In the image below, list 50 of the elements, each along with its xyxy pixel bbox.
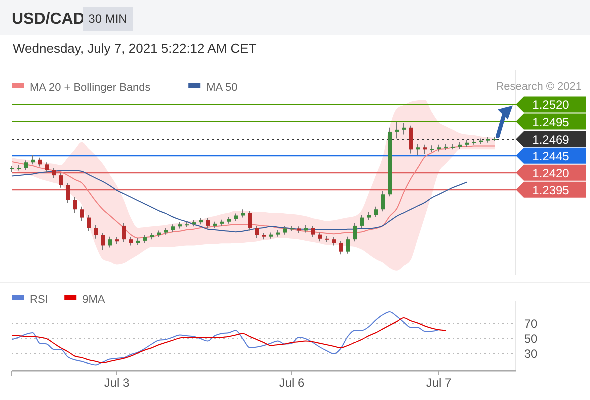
candlestick — [374, 206, 378, 218]
candlestick — [353, 222, 357, 242]
y-tick-label: 70 — [524, 317, 538, 331]
candlestick — [101, 232, 105, 251]
candlestick — [73, 196, 77, 214]
line-series — [12, 312, 440, 366]
candlestick — [423, 144, 427, 155]
y-tick-label: 1.2395 — [532, 183, 570, 198]
candlestick — [360, 214, 364, 229]
candlestick — [108, 236, 112, 248]
text: Wednesday, July 7, 2021 5:22:12 AM CET — [13, 41, 257, 56]
legend-label: RSI — [30, 294, 48, 306]
candlestick — [381, 190, 385, 212]
candlestick — [31, 154, 35, 166]
candlestick — [66, 182, 70, 204]
x-tick-label: Jul 6 — [279, 376, 305, 390]
legend-label: 9MA — [82, 294, 106, 306]
line-series — [12, 318, 446, 364]
x-tick-label: Jul 3 — [104, 376, 130, 390]
legend-label: MA 50 — [206, 82, 238, 94]
candlestick — [52, 168, 56, 179]
candlestick — [122, 222, 126, 243]
candlestick — [59, 173, 63, 188]
candlestick — [339, 240, 343, 256]
x-tick-label: Jul 7 — [426, 376, 452, 390]
annotation: Research © 2021 — [496, 81, 582, 93]
candlestick — [24, 160, 28, 171]
candlestick — [311, 225, 315, 238]
y-tick-label: 1.2495 — [532, 115, 570, 130]
candlestick — [45, 162, 49, 174]
y-tick-label: 1.2445 — [532, 149, 570, 164]
candlestick — [409, 125, 413, 154]
candlestick — [395, 122, 399, 140]
candlestick — [80, 206, 84, 222]
chart-subtitle: 30 MIN — [88, 12, 128, 26]
candlestick — [94, 224, 98, 240]
y-tick-label: 1.2520 — [532, 98, 570, 112]
candlestick — [416, 144, 420, 156]
candlestick — [346, 236, 350, 254]
y-tick-label: 50 — [524, 332, 538, 346]
candlestick — [248, 210, 252, 232]
y-tick-label: 30 — [524, 347, 538, 361]
chart-title: USD/CAD — [12, 11, 85, 28]
candlestick — [255, 225, 259, 239]
y-tick-label: 1.2420 — [532, 166, 570, 180]
candlestick — [87, 214, 91, 232]
legend-label: MA 20 + Bollinger Bands — [30, 82, 152, 94]
y-tick-label: 1.2469 — [532, 132, 570, 147]
candlestick — [206, 218, 210, 230]
candlestick — [402, 122, 406, 136]
